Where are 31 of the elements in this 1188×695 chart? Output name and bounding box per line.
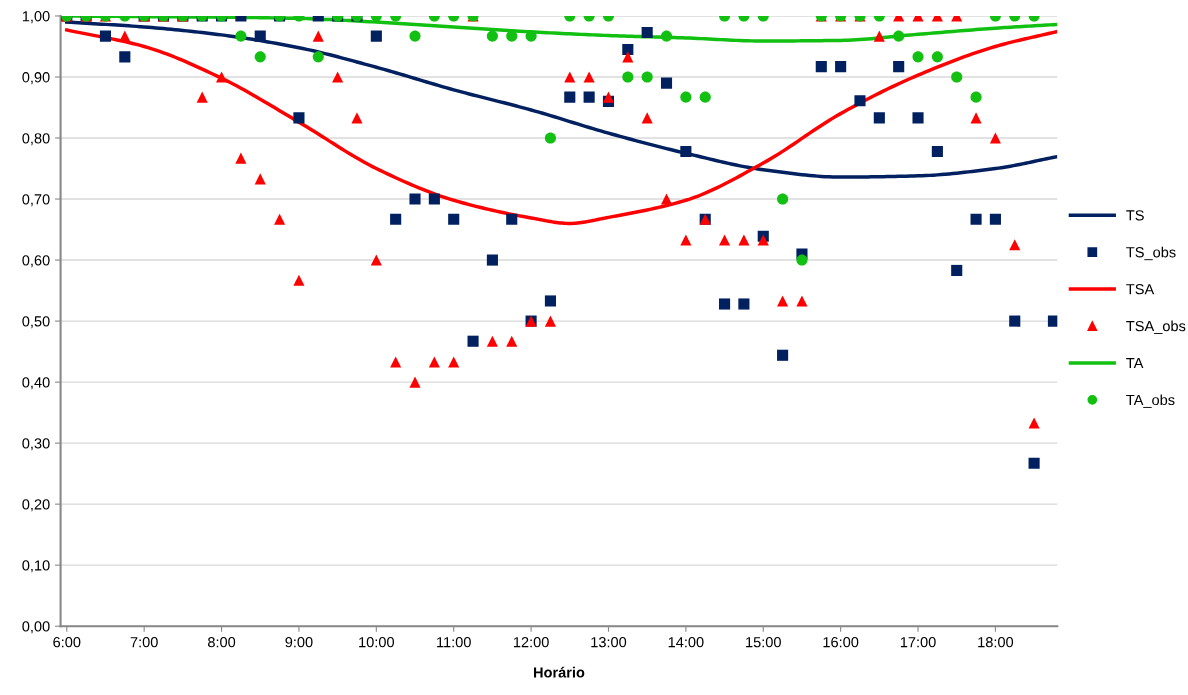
x-tick-label: 18:00	[978, 637, 1014, 648]
legend-label: TS	[1126, 210, 1144, 221]
y-tick-label: 0,30	[22, 438, 50, 451]
y-tick-label: 0,20	[22, 499, 50, 512]
x-tick-label: 7:00	[130, 637, 158, 648]
x-tick-label: 10:00	[359, 637, 394, 648]
x-tick-label: 9:00	[285, 637, 313, 648]
y-tick-label: 0,10	[22, 560, 50, 573]
x-tick-label: 14:00	[668, 637, 704, 648]
legend-label: TA_obs	[1126, 394, 1175, 408]
x-axis-title: Horário	[534, 666, 585, 678]
legend-label: TSA	[1126, 284, 1155, 295]
y-tick-label: 0,60	[22, 255, 50, 268]
x-tick-label: 16:00	[823, 637, 859, 648]
y-tick-label: 0,00	[22, 621, 50, 634]
x-tick-label: 12:00	[513, 637, 549, 648]
x-tick-label: 15:00	[746, 637, 781, 648]
x-tick-label: 17:00	[900, 637, 936, 648]
legend-label: TA	[1126, 358, 1144, 369]
y-tick-label: 1,00	[22, 11, 50, 24]
y-tick-label: 0,40	[22, 377, 50, 390]
legend-label: TSA_obs	[1126, 320, 1186, 335]
x-tick-label: 8:00	[207, 637, 236, 648]
y-tick-label: 0,90	[22, 72, 50, 85]
x-tick-label: 13:00	[591, 637, 627, 648]
y-tick-label: 0,50	[22, 316, 50, 329]
legend-label: TS_obs	[1126, 246, 1176, 261]
x-tick-label: 6:00	[53, 637, 81, 648]
x-tick-label: 11:00	[437, 637, 471, 648]
y-tick-label: 0,70	[22, 194, 50, 207]
y-tick-label: 0,80	[22, 133, 50, 146]
